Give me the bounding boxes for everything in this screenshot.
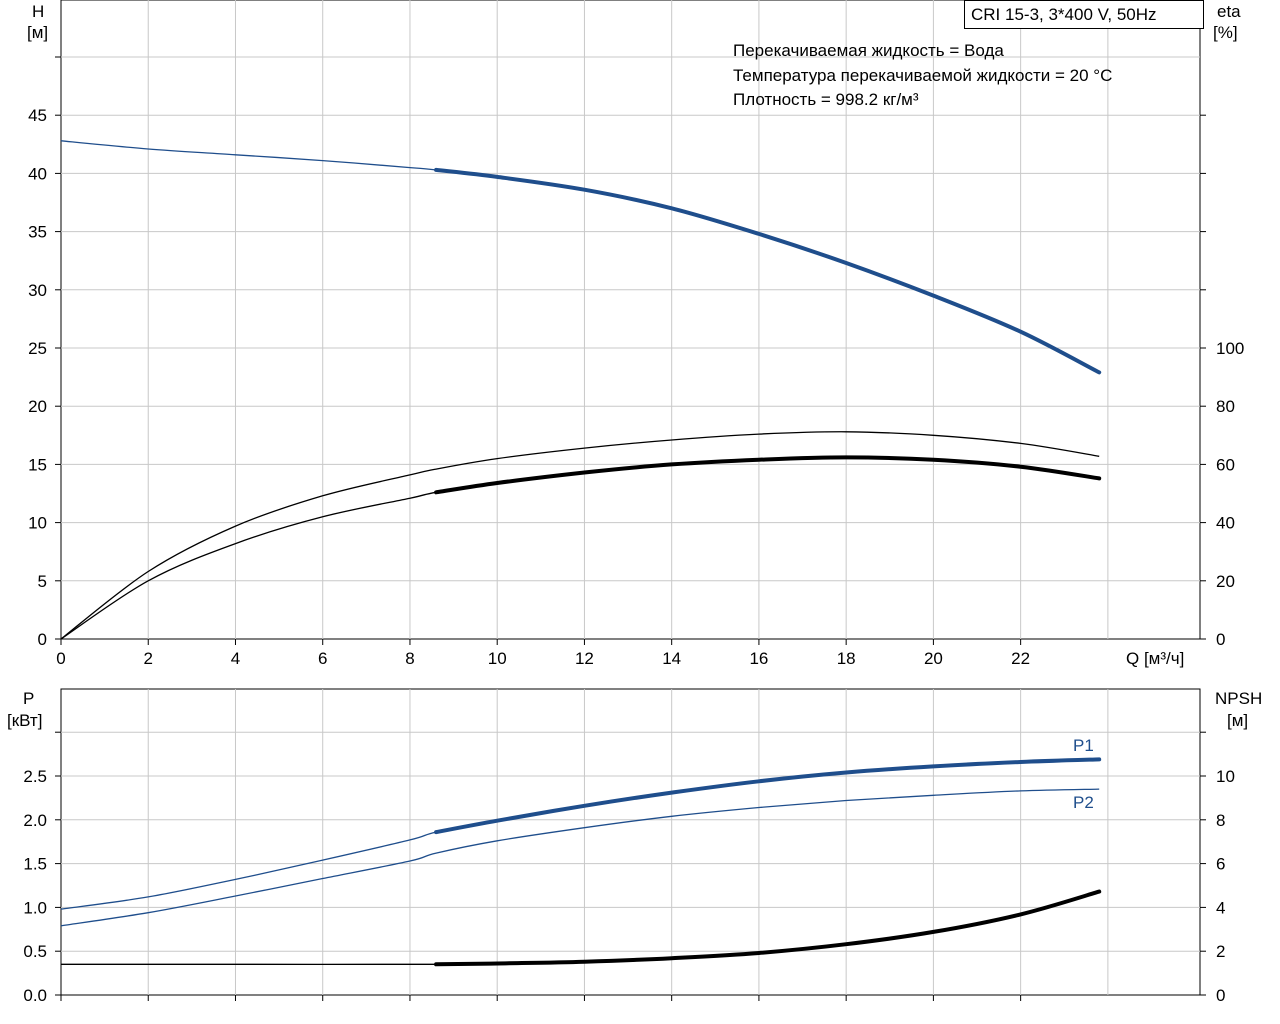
eta-axis-title: eta — [1217, 2, 1241, 21]
model-label: CRI 15-3, 3*400 V, 50Hz — [971, 5, 1157, 24]
y-tick-label: 15 — [28, 455, 47, 474]
series-H-thin — [60, 140, 1100, 373]
panel-0: 0 2 4 6 8 10 12 14 16 18 20 22 0 5 10 15 20 25 30 35 40 45 0 20… — [28, 0, 1244, 668]
fluid-note: Перекачиваемая жидкость = Вода — [733, 41, 1004, 60]
x-tick-label: 4 — [231, 649, 240, 668]
y-tick-label: 20 — [28, 397, 47, 416]
right-tick-label: 40 — [1216, 514, 1235, 533]
series-eta-thin — [60, 456, 1100, 640]
y-tick-label: 5 — [38, 572, 47, 591]
right-tick-label: 20 — [1216, 572, 1235, 591]
y-tick-label: 2.5 — [23, 767, 47, 786]
x-tick-label: 12 — [575, 649, 594, 668]
x-tick-label: 14 — [662, 649, 681, 668]
npsh-axis-title: NPSH — [1215, 689, 1263, 708]
right-tick-label: 0 — [1216, 630, 1225, 649]
right-tick-label: 100 — [1216, 339, 1244, 358]
eta-axis-unit: [%] — [1213, 23, 1238, 42]
right-tick-label: 6 — [1216, 855, 1225, 874]
x-tick-label: 8 — [405, 649, 414, 668]
y-tick-label: 10 — [28, 514, 47, 533]
q-axis-title: Q [м³/ч] — [1126, 649, 1185, 668]
y-tick-label: 1.0 — [23, 898, 47, 917]
h-axis-unit: [м] — [27, 23, 49, 42]
right-tick-label: 2 — [1216, 942, 1225, 961]
series-eta-thin-thin — [60, 431, 1100, 640]
x-tick-label: 22 — [1011, 649, 1030, 668]
y-tick-label: 1.5 — [23, 855, 47, 874]
y-tick-label: 0.5 — [23, 942, 47, 961]
series-P2-thin — [60, 788, 1100, 927]
p1-series-label: P1 — [1073, 736, 1094, 755]
model-box: CRI 15-3, 3*400 V, 50Hz — [964, 0, 1204, 29]
h-axis-title: H — [32, 2, 45, 21]
y-tick-label: 2.0 — [23, 811, 47, 830]
x-tick-label: 16 — [749, 649, 768, 668]
series-NPSH-bold — [434, 889, 1102, 967]
y-tick-label: 0.0 — [23, 986, 47, 1005]
right-tick-label: 0 — [1216, 986, 1225, 1005]
plot-frame — [60, 688, 1201, 996]
x-tick-label: 10 — [488, 649, 507, 668]
x-tick-label: 2 — [144, 649, 153, 668]
temperature-note: Температура перекачиваемой жидкости = 20… — [733, 66, 1113, 85]
right-tick-label: 10 — [1216, 767, 1235, 786]
x-tick-label: 6 — [318, 649, 327, 668]
right-tick-label: 4 — [1216, 898, 1225, 917]
p2-series-label: P2 — [1073, 793, 1094, 812]
p-axis-unit: [кВт] — [7, 711, 43, 730]
series-eta-bold — [434, 455, 1102, 495]
y-tick-label: 25 — [28, 339, 47, 358]
right-tick-label: 8 — [1216, 811, 1225, 830]
p-axis-title: P — [23, 689, 35, 708]
y-tick-label: 35 — [28, 223, 47, 242]
x-tick-label: 18 — [837, 649, 856, 668]
y-tick-label: 30 — [28, 281, 47, 300]
right-tick-label: 80 — [1216, 397, 1235, 416]
series-NPSH-thin — [61, 890, 1100, 966]
series-P1-thin — [60, 758, 1100, 910]
series-H-bold — [434, 167, 1102, 375]
series-P1-bold — [434, 757, 1102, 835]
panel-1: 0.0 0.5 1.0 1.5 2.0 2.5 0 2 4 6 8 10 — [23, 688, 1235, 1005]
plot-frame — [60, 0, 1201, 640]
x-tick-label: 20 — [924, 649, 943, 668]
y-tick-label: 0 — [38, 630, 47, 649]
y-tick-label: 40 — [28, 164, 47, 183]
npsh-axis-unit: [м] — [1227, 711, 1249, 730]
x-tick-label: 0 — [56, 649, 65, 668]
right-tick-label: 60 — [1216, 455, 1235, 474]
density-note: Плотность = 998.2 кг/м³ — [733, 90, 919, 109]
y-tick-label: 45 — [28, 106, 47, 125]
